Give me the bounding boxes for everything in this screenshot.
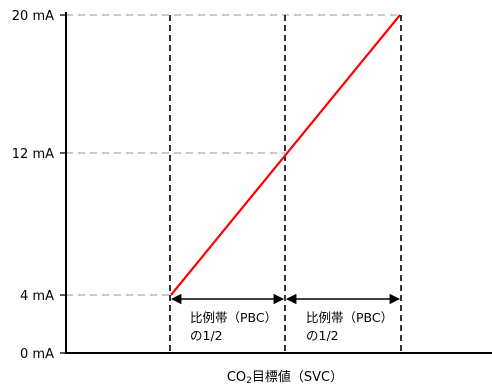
ylabel-4ma: 4 mA <box>20 289 54 304</box>
band-label-left-line1: 比例帯（PBC） <box>190 310 277 325</box>
output-signal-line <box>170 14 401 296</box>
ylabel-20ma: 20 mA <box>12 9 54 24</box>
x-axis-label: CO2目標値（SVC） <box>227 369 343 386</box>
band-label-left-line2: の1/2 <box>190 328 223 343</box>
ylabel-12ma: 12 mA <box>12 147 54 162</box>
x-axis-label-suffix: 目標値（SVC） <box>252 369 343 385</box>
x-axis-label-prefix: CO <box>227 370 246 385</box>
x-axis-label-subscript: 2 <box>246 376 252 386</box>
band-label-right-line1: 比例帯（PBC） <box>306 310 393 325</box>
band-label-right-line2: の1/2 <box>306 328 339 343</box>
ylabel-0ma: 0 mA <box>20 347 54 362</box>
